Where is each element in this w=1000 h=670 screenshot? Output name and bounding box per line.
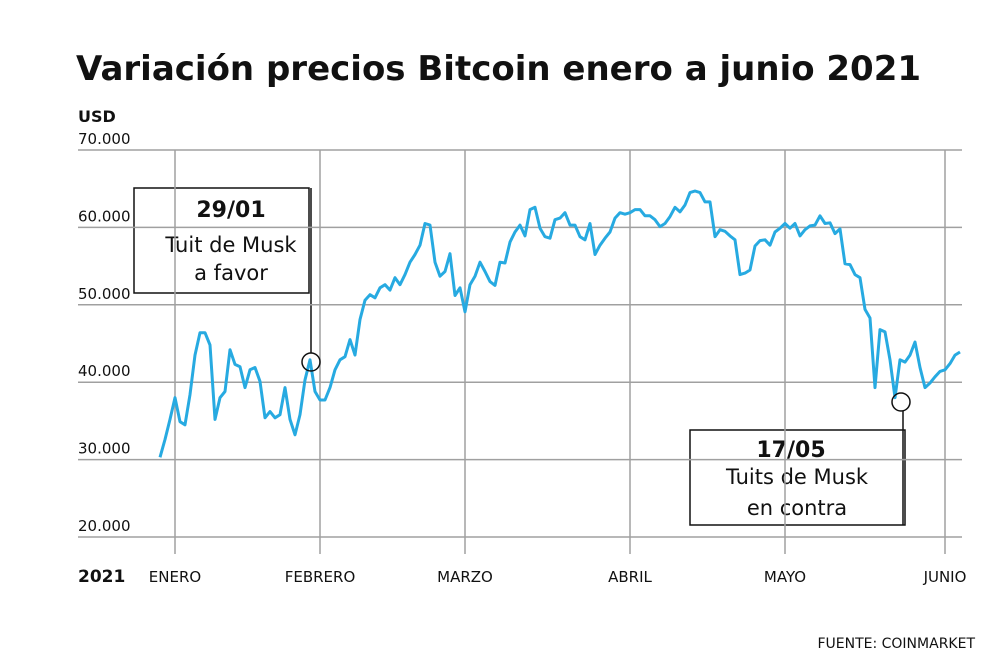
x-tick-label: ENERO xyxy=(149,568,201,586)
x-tick-label: JUNIO xyxy=(923,568,967,586)
x-axis-label: 2021 xyxy=(78,567,125,587)
annotation-text: a favor xyxy=(194,261,268,285)
price-line xyxy=(158,189,961,458)
plot-area: 20.000 30.000 40.000 50.000 60.000 70.000 ENER… xyxy=(78,130,966,586)
annotation-date: 17/05 xyxy=(756,438,825,463)
annotation-text: Tuits de Musk xyxy=(725,465,869,489)
y-tick-label: 70.000 xyxy=(78,130,131,148)
annotation-text: en contra xyxy=(747,496,847,520)
x-tick-label: ABRIL xyxy=(608,568,652,586)
annotation-date: 29/01 xyxy=(196,198,265,223)
y-tick-label: 30.000 xyxy=(78,440,131,458)
y-tick-label: 40.000 xyxy=(78,362,131,380)
source: FUENTE: COINMARKET xyxy=(817,636,975,652)
y-tick-label: 50.000 xyxy=(78,285,131,303)
x-tick-label: MARZO xyxy=(437,568,493,586)
annotation-circle xyxy=(301,352,321,372)
y-axis-label: USD xyxy=(78,107,116,126)
annotation-circle xyxy=(891,392,911,412)
y-tick-label: 20.000 xyxy=(78,517,131,535)
y-tick-label: 60.000 xyxy=(78,207,131,225)
x-tick-label: MAYO xyxy=(764,568,806,586)
chart-title: Variación precios Bitcoin enero a junio … xyxy=(76,49,921,89)
annotation-box xyxy=(689,429,906,526)
x-tick-label: FEBRERO xyxy=(285,568,356,586)
annotation-box xyxy=(133,187,310,294)
annotation-text: Tuit de Musk xyxy=(164,233,297,257)
